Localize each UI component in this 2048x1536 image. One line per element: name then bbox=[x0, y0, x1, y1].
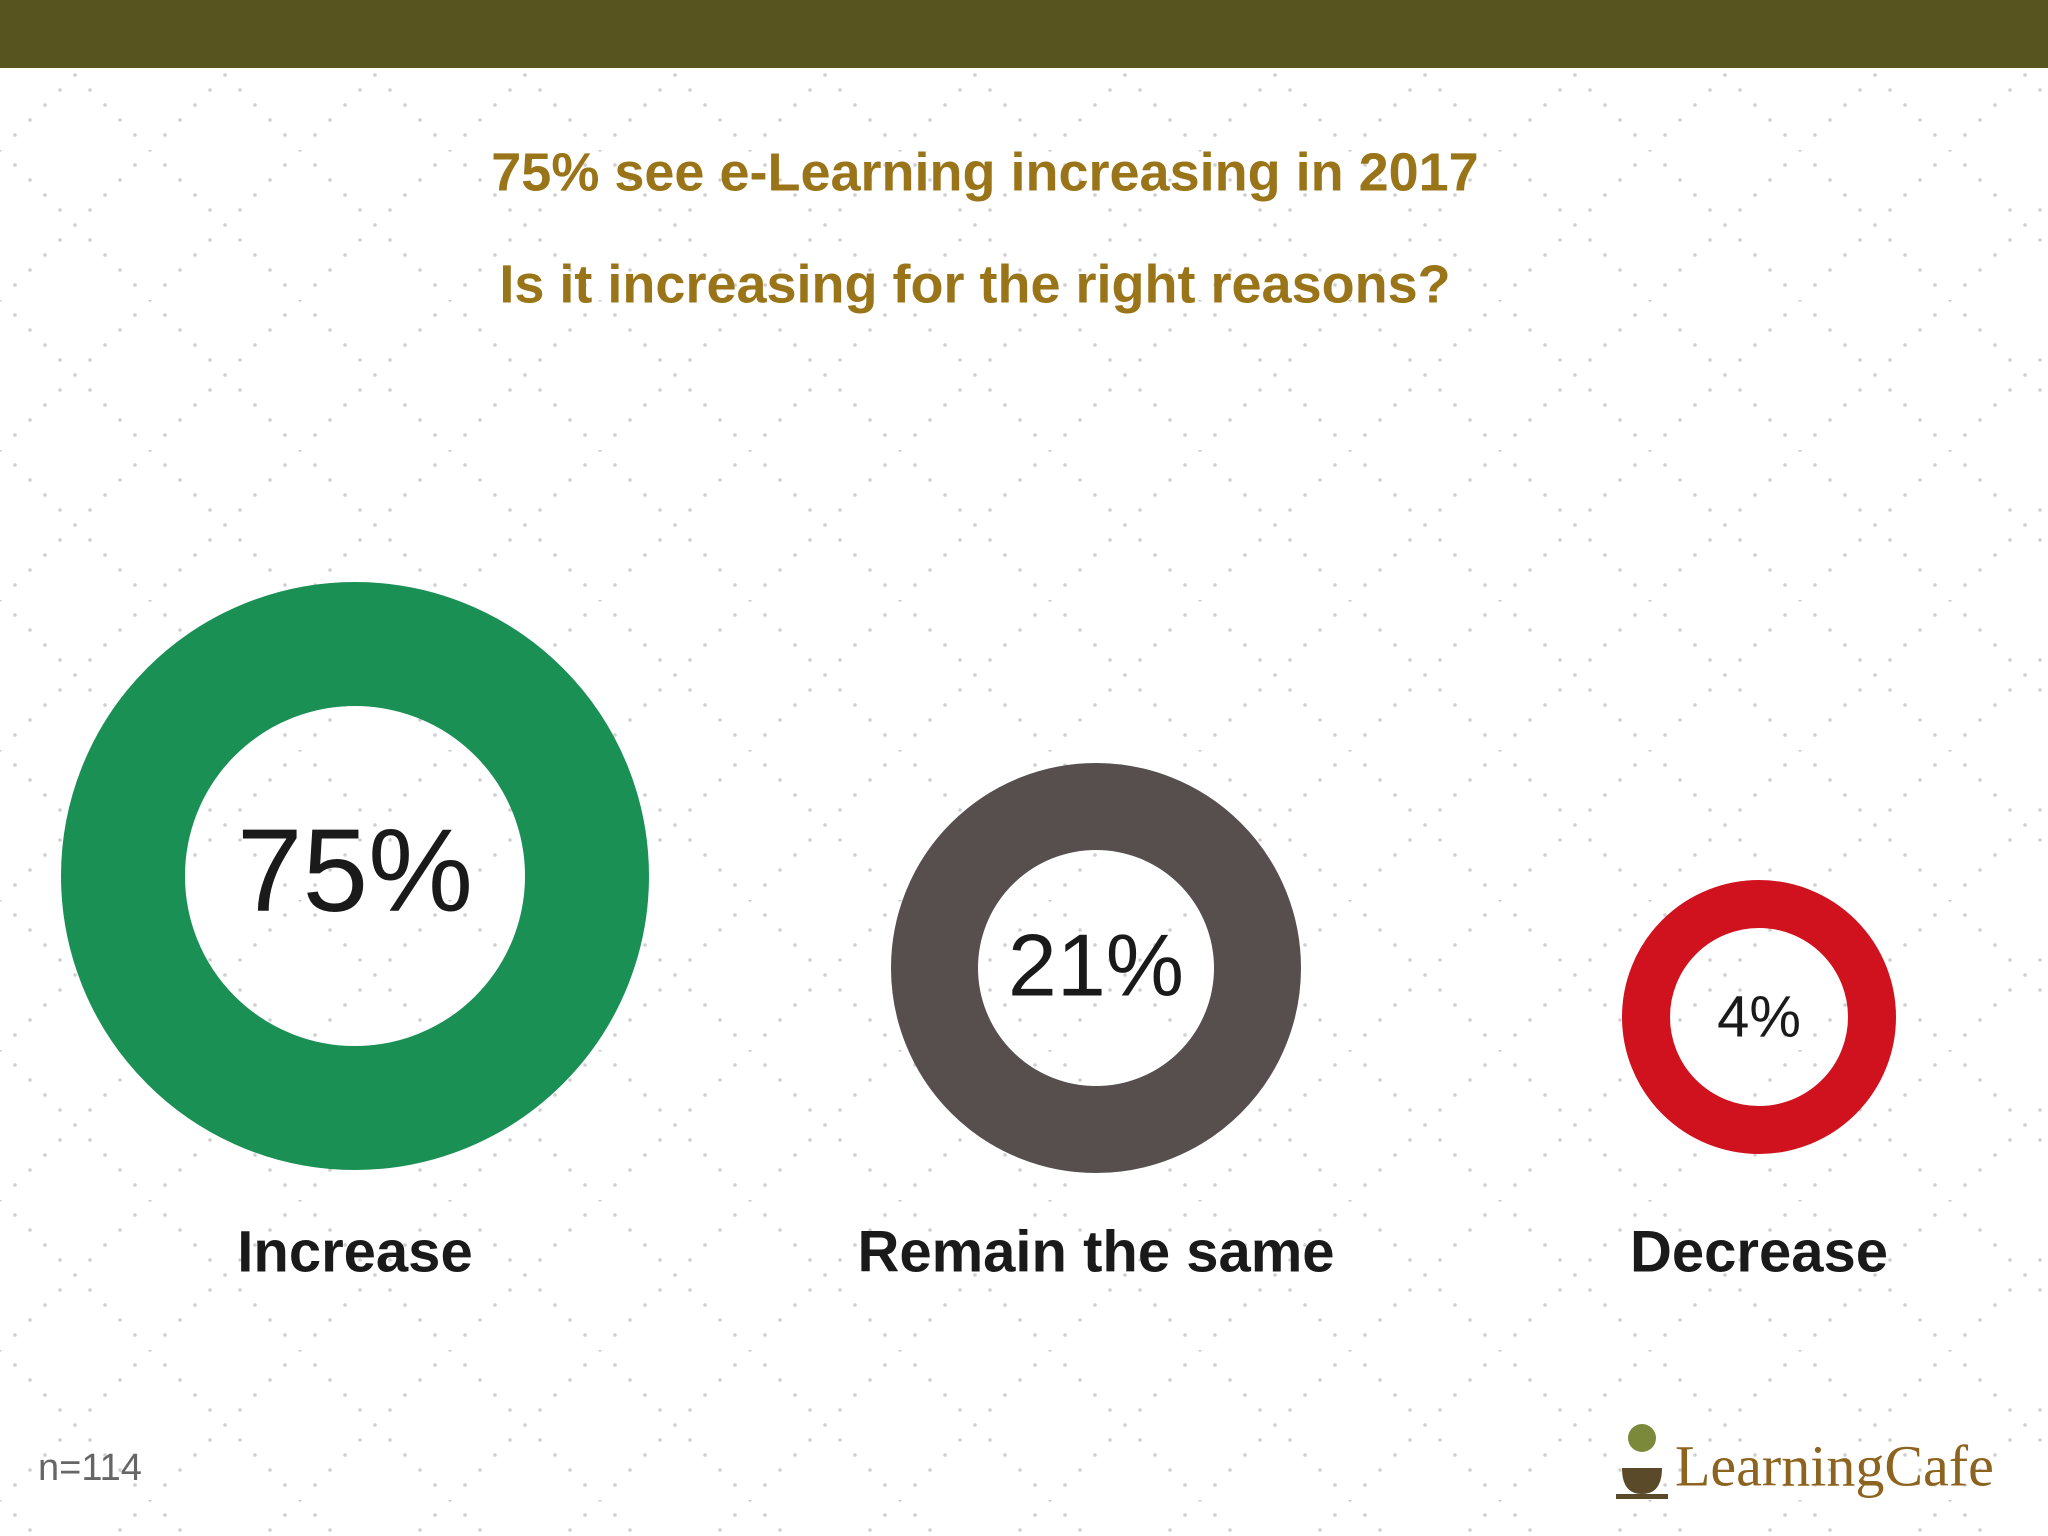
title: 75% see e-Learning increasing in 2017 bbox=[491, 142, 1478, 202]
ring bbox=[1622, 880, 1896, 1154]
value-label: 21% bbox=[1008, 915, 1184, 1014]
header-bar bbox=[0, 0, 2048, 68]
category-label: Increase bbox=[237, 1219, 472, 1284]
subtitle: Is it increasing for the right reasons? bbox=[499, 254, 1450, 314]
logo-icon bbox=[1616, 1424, 1668, 1499]
ring bbox=[61, 582, 649, 1170]
value-label: 75% bbox=[237, 805, 473, 937]
value-label: 4% bbox=[1717, 984, 1801, 1049]
logo-text: LearningCafe bbox=[1675, 1433, 1994, 1498]
sample-size-note: n=114 bbox=[38, 1447, 142, 1489]
category-label: Decrease bbox=[1630, 1219, 1888, 1284]
ring bbox=[891, 763, 1301, 1173]
category-label: Remain the same bbox=[857, 1219, 1334, 1284]
